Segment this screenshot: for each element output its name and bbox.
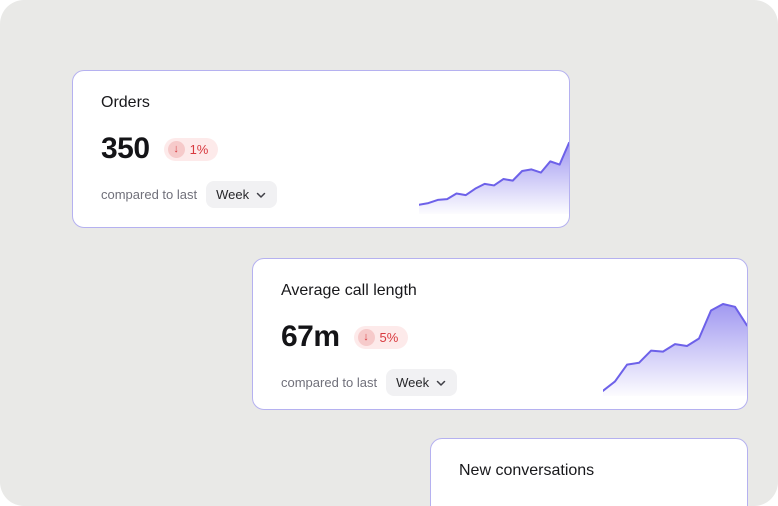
trend-down-icon: ↓ [167,140,185,158]
metric-value: 350 [101,132,150,165]
period-label: Week [216,187,250,202]
trend-down-icon: ↓ [357,328,375,346]
period-dropdown[interactable]: Week [386,369,458,396]
average-call-length-sparkline [603,296,747,396]
trend-change-label: 1% [189,141,209,157]
trend-change-label: 5% [379,329,399,345]
card-title: New conversations [459,462,595,479]
trend-badge: ↓ 5% [353,325,409,349]
card-title: Average call length [281,282,417,299]
new-conversations-card: New conversations [430,438,748,506]
compare-label: compared to last [101,187,198,202]
period-dropdown[interactable]: Week [206,181,278,208]
chevron-down-icon [435,377,447,389]
chevron-down-icon [255,189,267,201]
average-call-length-card: Average call length 67m ↓ 5% compared to… [252,258,748,410]
orders-sparkline [419,128,569,214]
orders-card: Orders 350 ↓ 1% compared to last Week [72,70,570,228]
compare-label: compared to last [281,375,378,390]
metric-value: 67m [281,320,340,353]
card-title: Orders [101,94,150,111]
period-label: Week [396,375,430,390]
trend-badge: ↓ 1% [163,137,219,161]
